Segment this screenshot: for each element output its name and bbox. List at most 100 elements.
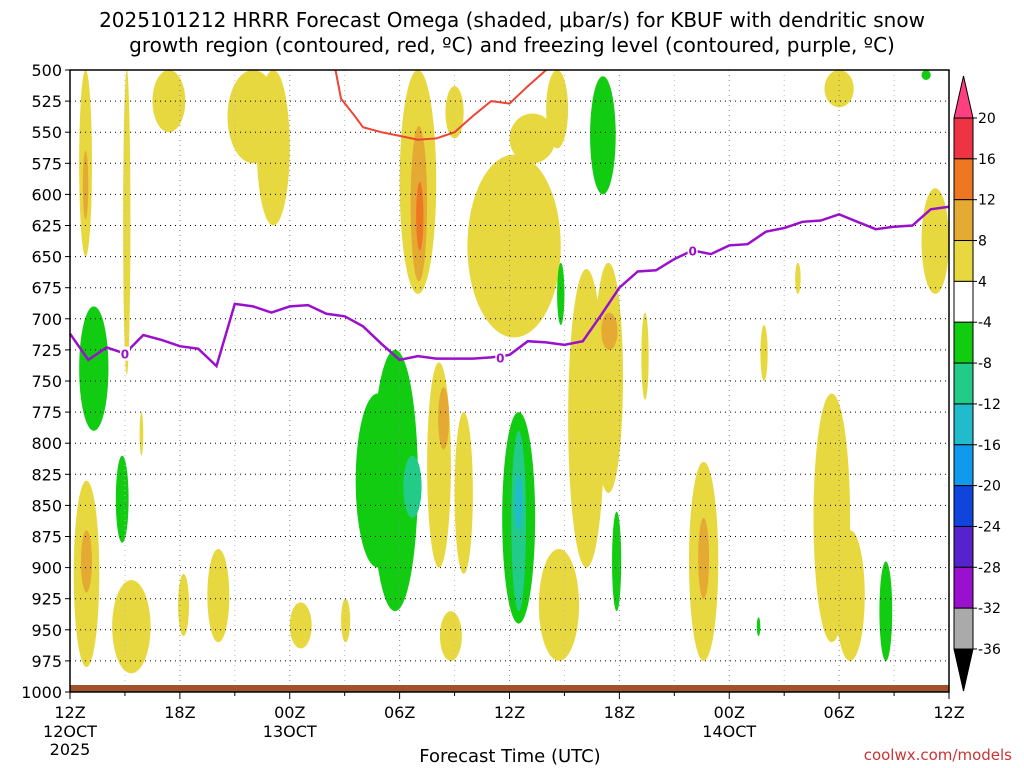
omega-region: [568, 269, 605, 568]
omega-region: [341, 598, 351, 643]
freezing-level-label: 0: [496, 351, 504, 365]
chart-title-line2: growth region (contoured, red, ºC) and f…: [129, 33, 895, 57]
y-tick-label: 550: [31, 123, 62, 142]
colorbar-segment: [953, 362, 974, 405]
y-tick-label: 900: [31, 559, 62, 578]
y-tick-label: 775: [31, 403, 62, 422]
omega-region: [372, 349, 418, 612]
omega-region: [835, 530, 865, 661]
x-tick-label: 12Z: [54, 703, 85, 722]
omega-region: [514, 474, 523, 531]
omega-region: [439, 611, 462, 661]
omega-region: [416, 181, 424, 251]
omega-region: [601, 312, 618, 350]
colorbar-label: -20: [978, 479, 1001, 495]
omega-region: [79, 306, 109, 431]
omega-region: [445, 86, 464, 139]
y-tick-label: 500: [31, 61, 62, 80]
omega-region: [879, 561, 893, 661]
freezing-level-label: 0: [121, 348, 129, 362]
y-tick-label: 975: [31, 652, 62, 671]
colorbar-legend: 20 16 12 8 4 -4 -8 -12 -16 -20 -24 -28 -32 -36: [953, 75, 1001, 692]
omega-region: [139, 412, 144, 456]
colorbar-label: -16: [978, 438, 1001, 454]
colorbar-label: -36: [978, 642, 1001, 658]
y-tick-label: 650: [31, 248, 62, 267]
dendritic-growth-contour: [334, 69, 547, 141]
colorbar-label: 4: [978, 274, 987, 290]
x-tick-label: 12Z: [494, 703, 525, 722]
omega-region: [538, 548, 580, 661]
x-tick-label: 00Z: [274, 703, 305, 722]
y-tick-label: 625: [31, 217, 62, 236]
omega-region: [580, 443, 594, 518]
omega-region: [289, 602, 312, 649]
y-tick-label: 925: [31, 590, 62, 609]
colorbar-label: 12: [978, 193, 996, 209]
colorbar-label: -4: [978, 315, 992, 331]
omega-region: [403, 455, 422, 518]
colorbar-label: -32: [978, 601, 1001, 617]
ground-surface: [70, 685, 949, 692]
colorbar-label: -12: [978, 397, 1001, 413]
omega-region: [467, 154, 561, 338]
grid-lines: [70, 70, 949, 692]
omega-region: [256, 70, 290, 226]
y-tick-label: 600: [31, 185, 62, 204]
omega-region: [824, 70, 854, 108]
omega-region: [641, 312, 649, 400]
omega-shading: [73, 70, 949, 674]
colorbar-segment: [953, 240, 974, 282]
omega-region: [438, 387, 450, 450]
colorbar-label: -8: [978, 356, 992, 372]
colorbar-label: -24: [978, 519, 1001, 535]
plot-area: 0 0 0: [68, 69, 950, 693]
colorbar-segment: [953, 321, 974, 364]
omega-region: [80, 530, 92, 593]
omega-region: [612, 511, 622, 612]
x-tick-date: 13OCT: [263, 722, 317, 741]
x-axis-title: Forecast Time (UTC): [419, 746, 600, 767]
freezing-label-bg: [687, 243, 698, 258]
colorbar-segment: [953, 566, 974, 609]
x-tick-year: 2025: [50, 740, 91, 759]
freezing-label-bg: [495, 350, 506, 365]
colorbar-segment: [953, 607, 974, 650]
y-tick-label: 850: [31, 496, 62, 515]
y-tick-label: 575: [31, 154, 62, 173]
omega-region: [207, 548, 230, 643]
omega-region: [760, 325, 768, 382]
chart-title-line1: 2025101212 HRRR Forecast Omega (shaded, …: [99, 8, 925, 32]
omega-region: [454, 412, 473, 574]
credit-text: coolwx.com/models: [864, 746, 1012, 764]
omega-region: [82, 150, 89, 220]
y-tick-label: 525: [31, 92, 62, 111]
freezing-level-labels: 0 0 0: [119, 243, 698, 365]
colorbar-label: 20: [978, 111, 996, 127]
colorbar-label: -28: [978, 560, 1001, 576]
x-tick-date: 14OCT: [702, 722, 756, 741]
colorbar-segment: [953, 199, 974, 242]
x-tick-label: 12Z: [933, 703, 964, 722]
colorbar-segment: [953, 117, 974, 160]
omega-region: [123, 70, 131, 375]
colorbar-segment: [953, 280, 974, 323]
omega-region: [921, 188, 949, 294]
y-tick-label: 725: [31, 341, 62, 360]
freezing-level-contour: [68, 205, 950, 369]
omega-region: [112, 580, 151, 674]
y-tick-label: 1000: [21, 683, 62, 702]
freezing-label-bg: [119, 346, 130, 361]
colorbar-label: 16: [978, 152, 996, 168]
colorbar-segment: [953, 403, 974, 446]
x-tick-label: 06Z: [384, 703, 415, 722]
omega-region: [152, 70, 186, 133]
omega-region: [509, 113, 556, 164]
x-tick-label: 06Z: [823, 703, 854, 722]
x-tick-date: 12OCT: [43, 722, 97, 741]
y-tick-label: 800: [31, 434, 62, 453]
colorbar-segment: [953, 525, 974, 568]
pressure-axis: 500 525 550 575 600 625 650 675 700 725 750 775 800 8…: [21, 61, 70, 702]
colorbar-segment: [953, 158, 974, 201]
